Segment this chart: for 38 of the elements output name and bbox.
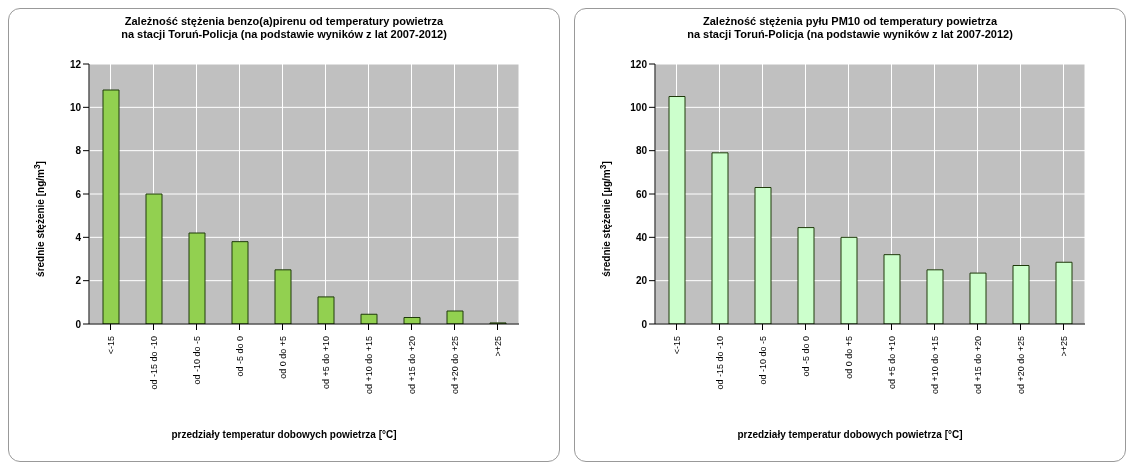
x-tick-label: od +5 do +10 [886,336,897,390]
x-tick-label: od +10 do +15 [363,336,374,395]
y-tick-label: 100 [630,101,648,113]
y-tick-label: 8 [75,145,82,157]
x-axis-title: przedziały temperatur dobowych powietrza [°C] [170,429,398,440]
y-tick-label: 40 [635,231,648,243]
x-tick-label: od +20 do +25 [1015,336,1026,395]
x-axis-title: przedziały temperatur dobowych powietrza [°C] [736,429,964,440]
x-tick-label: od 0 do +5 [843,336,854,379]
x-tick-label: >+25 [492,336,503,357]
chart-title: Zależność stężenia benzo(a)pirenu od temperatury powietrza na stacji Toruń-Policja (na podstawie wyników z lat 2007-2012) [120,15,448,41]
y-tick-label: 0 [641,318,648,330]
y-tick-label: 12 [69,58,82,70]
y-tick-label: 0 [75,318,82,330]
y-tick-label: 120 [630,58,648,70]
y-tick-label: 2 [75,275,82,287]
y-tick-label: 80 [635,145,648,157]
x-tick-label: od +20 do +25 [449,336,460,395]
x-tick-label: od -5 do 0 [800,336,811,377]
y-tick-label: 6 [75,188,82,200]
x-tick-label: od +10 do +15 [929,336,940,395]
x-tick-label: od +15 do +20 [406,336,417,395]
x-tick-label: od -10 do -5 [757,336,768,385]
x-tick-label: od 0 do +5 [277,336,288,379]
chart-title: Zależność stężenia pyłu PM10 od temperatury powietrza na stacji Toruń-Policja (na podstawie wyników z lat 2007-2012) [686,15,1014,41]
x-tick-label: od -15 do -10 [148,336,159,390]
y-tick-label: 60 [635,188,648,200]
x-tick-label: <-15 [105,336,116,355]
x-tick-label: od +5 do +10 [320,336,331,390]
y-tick-label: 4 [75,231,82,243]
x-tick-label: od -10 do -5 [191,336,202,385]
y-tick-label: 20 [635,275,648,287]
y-tick-label: 10 [69,101,82,113]
x-tick-label: >+25 [1058,336,1069,357]
x-tick-label: <-15 [671,336,682,355]
x-tick-label: od -15 do -10 [714,336,725,390]
x-tick-label: od -5 do 0 [234,336,245,377]
x-tick-label: od +15 do +20 [972,336,983,395]
